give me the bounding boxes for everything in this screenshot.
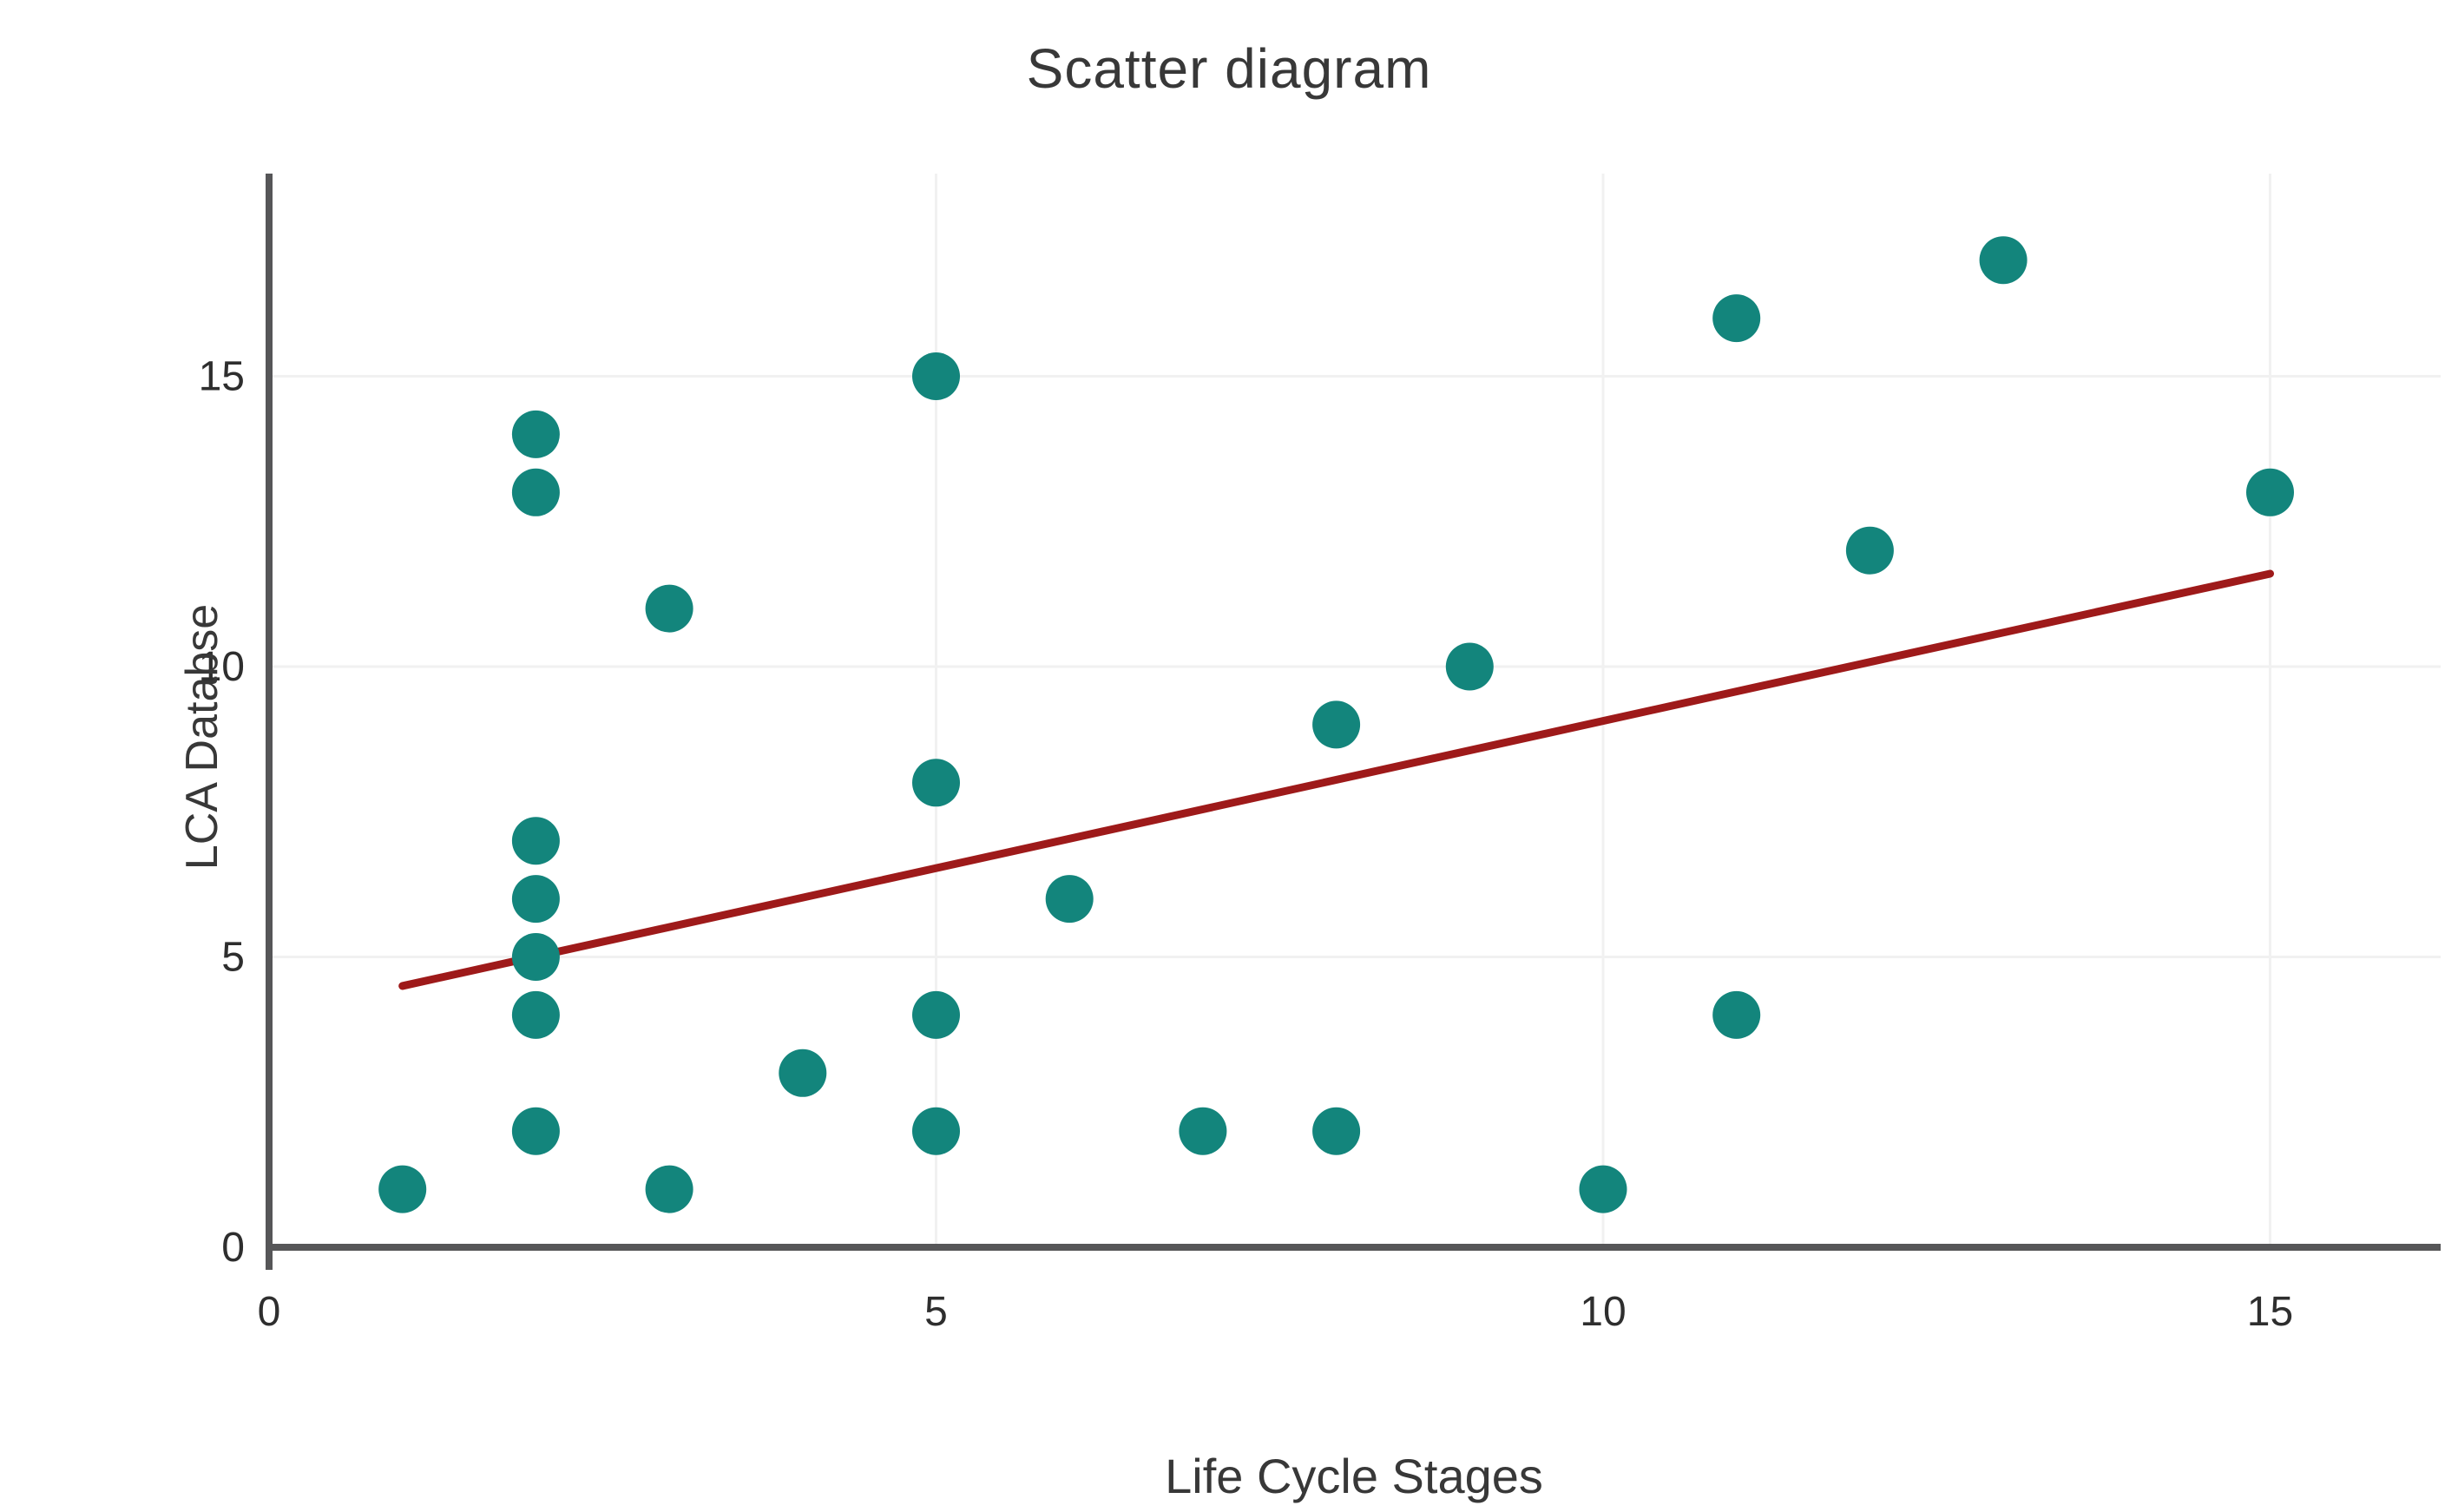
scatter-point (511, 875, 560, 924)
x-tick-label: 5 (924, 1289, 948, 1335)
y-tick-label: 10 (199, 644, 245, 690)
x-axis-label: Life Cycle Stages (1165, 1449, 1543, 1503)
trend-line (398, 569, 2274, 990)
scatter-point (912, 990, 960, 1039)
scatter-point (1579, 1165, 1627, 1213)
scatter-point (1445, 642, 1494, 691)
scatter-point (1845, 526, 1894, 575)
y-axis-label-text: LCA Databse (177, 603, 228, 870)
scatter-point (779, 1049, 827, 1097)
scatter-point (511, 817, 560, 865)
scatter-point (912, 759, 960, 807)
scatter-point (1712, 990, 1761, 1039)
y-tick-label: 15 (199, 354, 245, 400)
scatter-point (511, 468, 560, 516)
scatter-point (1712, 294, 1761, 343)
scatter-point (511, 933, 560, 981)
scatter-point (1179, 1107, 1227, 1155)
y-tick-label: 5 (221, 935, 245, 981)
scatter-point (912, 1107, 960, 1155)
scatter-point (2246, 468, 2294, 516)
scatter-point (511, 990, 560, 1039)
scatter-point (511, 410, 560, 458)
y-tick-label: 0 (221, 1225, 245, 1271)
scatter-point (1312, 700, 1361, 749)
chart-title: Scatter diagram (1026, 37, 1432, 100)
scatter-point (378, 1165, 427, 1213)
x-tick-label: 10 (1580, 1289, 1626, 1335)
scatter-point (1045, 875, 1094, 924)
scatter-point (645, 584, 693, 633)
scatter-point (1979, 236, 2028, 285)
scatter-point (511, 1107, 560, 1155)
scatter-point (645, 1165, 693, 1213)
scatter-point (1312, 1107, 1361, 1155)
x-tick-label: 15 (2247, 1289, 2293, 1335)
scatter-point (912, 352, 960, 400)
x-tick-label: 0 (258, 1289, 281, 1335)
